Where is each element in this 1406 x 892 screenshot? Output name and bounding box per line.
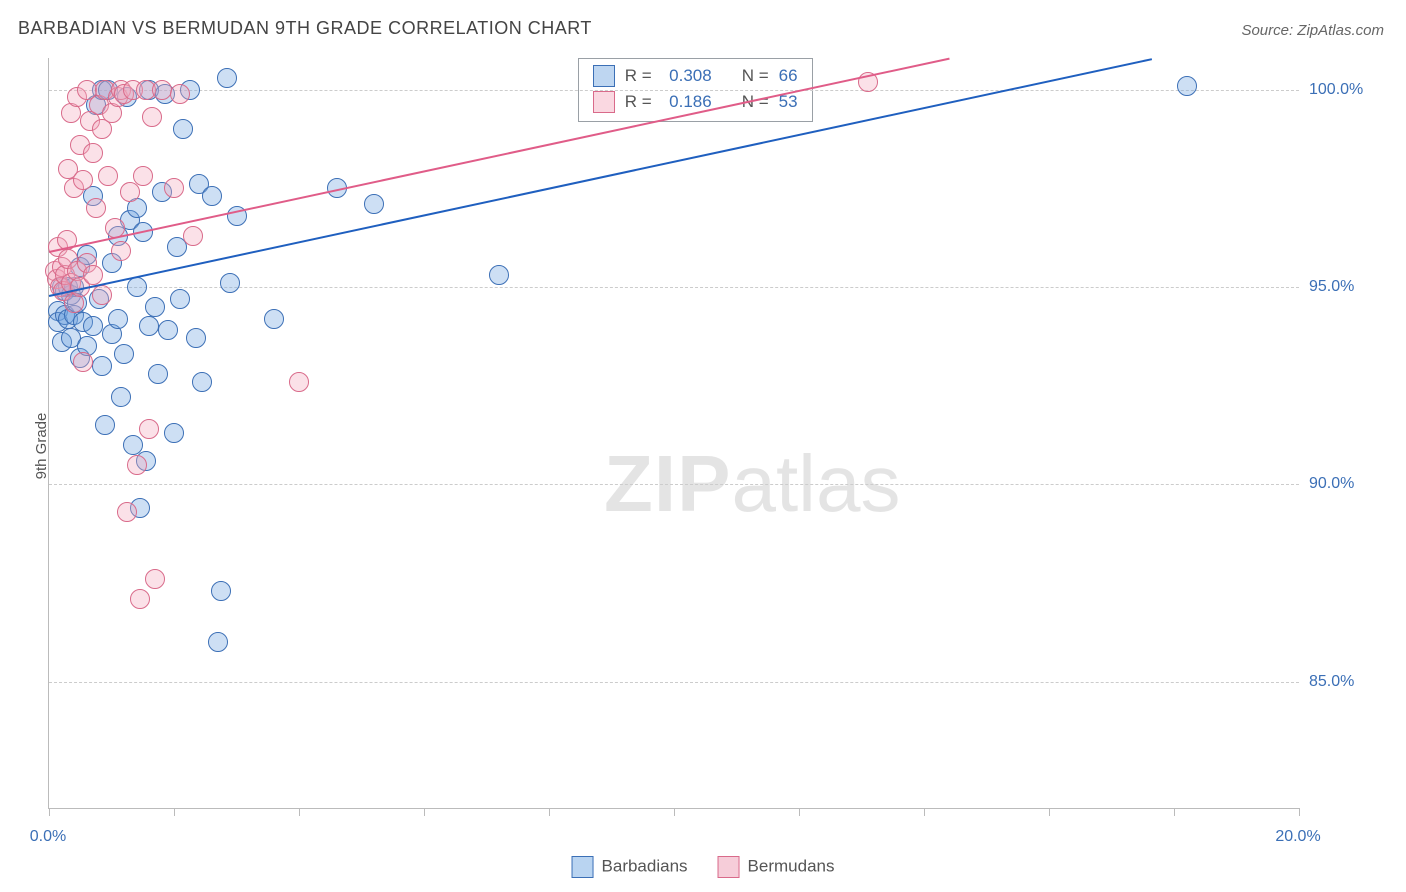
data-point-barbadians: [173, 119, 193, 139]
data-point-barbadians: [108, 309, 128, 329]
x-tick: [674, 808, 675, 816]
legend-label: Bermudans: [748, 856, 835, 875]
data-point-bermudans: [133, 166, 153, 186]
data-point-bermudans: [73, 170, 93, 190]
data-point-bermudans: [139, 419, 159, 439]
data-point-bermudans: [98, 166, 118, 186]
data-point-bermudans: [86, 198, 106, 218]
data-point-bermudans: [111, 241, 131, 261]
x-tick: [424, 808, 425, 816]
data-point-barbadians: [114, 344, 134, 364]
data-point-barbadians: [217, 68, 237, 88]
gridline-horizontal: [49, 484, 1299, 485]
data-point-barbadians: [264, 309, 284, 329]
data-point-bermudans: [145, 569, 165, 589]
data-point-bermudans: [117, 502, 137, 522]
data-point-barbadians: [111, 387, 131, 407]
data-point-barbadians: [148, 364, 168, 384]
data-point-barbadians: [92, 356, 112, 376]
y-tick-label: 95.0%: [1309, 278, 1369, 296]
data-point-bermudans: [92, 285, 112, 305]
data-point-barbadians: [1177, 76, 1197, 96]
x-tick: [1174, 808, 1175, 816]
data-point-barbadians: [127, 277, 147, 297]
stats-n-label: N =: [742, 66, 769, 86]
data-point-bermudans: [183, 226, 203, 246]
x-tick: [549, 808, 550, 816]
data-point-barbadians: [158, 320, 178, 340]
data-point-bermudans: [127, 455, 147, 475]
scatter-plot: ZIPatlas R =0.308N =66R =0.186N =53 85.0…: [48, 58, 1299, 809]
stats-r-label: R =: [625, 92, 652, 112]
data-point-barbadians: [164, 423, 184, 443]
y-tick-label: 85.0%: [1309, 673, 1369, 691]
stats-n-value: 66: [779, 66, 798, 86]
stats-r-value: 0.186: [662, 92, 712, 112]
x-tick: [924, 808, 925, 816]
data-point-bermudans: [130, 589, 150, 609]
data-point-barbadians: [95, 415, 115, 435]
x-tick: [799, 808, 800, 816]
gridline-horizontal: [49, 682, 1299, 683]
x-tick: [1049, 808, 1050, 816]
chart-source: Source: ZipAtlas.com: [1241, 22, 1384, 39]
data-point-barbadians: [364, 194, 384, 214]
legend-label: Barbadians: [602, 856, 688, 875]
stats-r-value: 0.308: [662, 66, 712, 86]
legend: Barbadians Bermudans: [572, 856, 835, 878]
x-tick: [49, 808, 50, 816]
data-point-barbadians: [170, 289, 190, 309]
data-point-barbadians: [145, 297, 165, 317]
gridline-horizontal: [49, 90, 1299, 91]
data-point-bermudans: [289, 372, 309, 392]
stats-row-barbadians: R = 0.308 N = 66: [593, 63, 798, 89]
data-point-barbadians: [139, 316, 159, 336]
x-tick: [1299, 808, 1300, 816]
stats-swatch-bermudans-icon: [593, 91, 615, 113]
data-point-bermudans: [170, 84, 190, 104]
x-tick-label: 0.0%: [30, 828, 66, 846]
data-point-barbadians: [208, 632, 228, 652]
chart-title: BARBADIAN VS BERMUDAN 9TH GRADE CORRELAT…: [18, 18, 592, 39]
x-tick: [299, 808, 300, 816]
data-point-barbadians: [220, 273, 240, 293]
data-point-barbadians: [202, 186, 222, 206]
data-point-bermudans: [73, 352, 93, 372]
x-tick-label: 20.0%: [1275, 828, 1320, 846]
data-point-barbadians: [83, 316, 103, 336]
legend-item-bermudans: Bermudans: [718, 856, 835, 878]
data-point-barbadians: [192, 372, 212, 392]
y-tick-label: 100.0%: [1309, 81, 1369, 99]
legend-swatch-icon: [718, 856, 740, 878]
legend-swatch-icon: [572, 856, 594, 878]
data-point-bermudans: [83, 265, 103, 285]
data-point-barbadians: [186, 328, 206, 348]
data-point-barbadians: [211, 581, 231, 601]
x-tick: [174, 808, 175, 816]
data-point-bermudans: [164, 178, 184, 198]
data-point-bermudans: [83, 143, 103, 163]
stats-r-label: R =: [625, 66, 652, 86]
stats-swatch-barbadians-icon: [593, 65, 615, 87]
data-point-bermudans: [142, 107, 162, 127]
data-point-barbadians: [489, 265, 509, 285]
legend-item-barbadians: Barbadians: [572, 856, 688, 878]
data-point-bermudans: [152, 80, 172, 100]
y-tick-label: 90.0%: [1309, 475, 1369, 493]
